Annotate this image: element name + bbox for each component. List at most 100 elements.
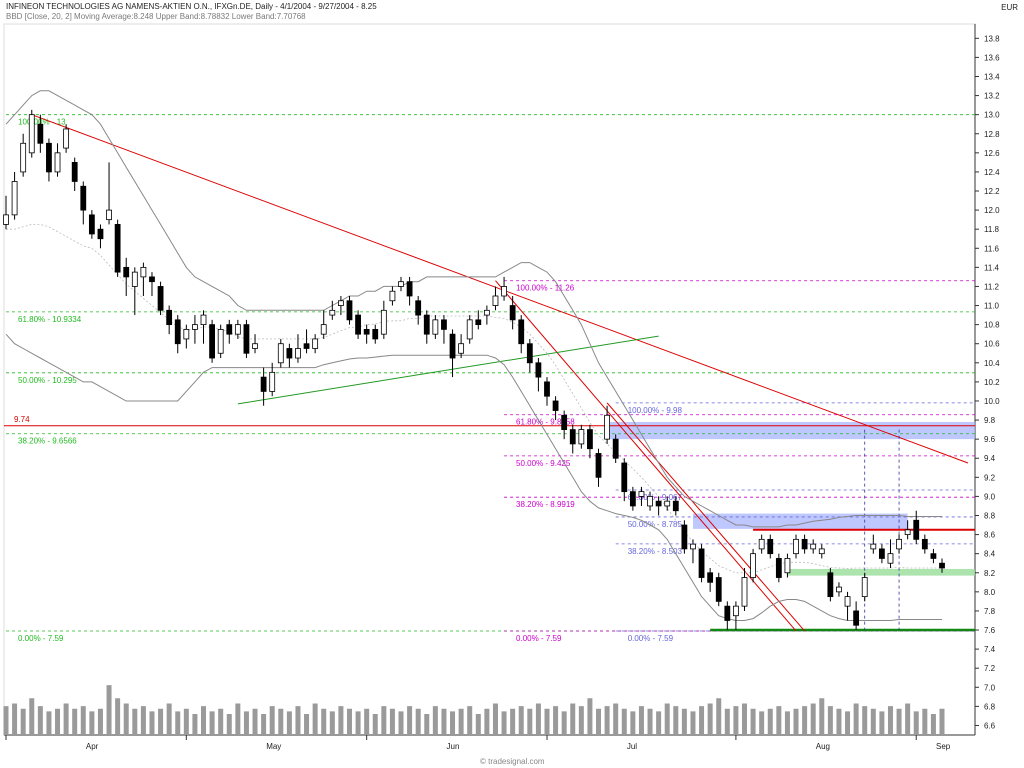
candle-body bbox=[801, 538, 808, 550]
candle bbox=[140, 262, 147, 296]
candle-body bbox=[750, 553, 756, 578]
y-tick-label: 10.8 bbox=[984, 321, 1000, 330]
candle-body bbox=[380, 309, 387, 335]
volume-bar bbox=[621, 708, 627, 735]
candle bbox=[183, 324, 190, 349]
candle bbox=[501, 276, 507, 301]
volume-bar bbox=[149, 711, 155, 735]
candle bbox=[939, 558, 945, 573]
volume-bar bbox=[836, 708, 842, 735]
candle-body bbox=[509, 305, 516, 321]
y-tick-label: 12.2 bbox=[984, 187, 1000, 196]
volume-bar bbox=[89, 711, 95, 735]
candle bbox=[449, 329, 456, 378]
candle bbox=[200, 310, 207, 344]
volume-bar bbox=[630, 711, 636, 735]
candle bbox=[28, 109, 35, 158]
candle bbox=[192, 315, 198, 344]
volume-bar bbox=[604, 706, 610, 735]
candle bbox=[46, 138, 52, 182]
volume-bar bbox=[55, 708, 61, 735]
candle-body bbox=[234, 324, 241, 335]
volume-bar bbox=[793, 708, 799, 735]
candle bbox=[243, 319, 250, 359]
y-tick-label: 13.8 bbox=[984, 34, 1000, 43]
candle bbox=[904, 520, 911, 540]
currency-label: EUR bbox=[1001, 3, 1018, 12]
y-tick-label: 10.6 bbox=[984, 340, 1000, 349]
candle-body bbox=[277, 343, 284, 364]
volume-bar bbox=[673, 706, 679, 735]
candle-body bbox=[312, 338, 319, 349]
candle-body bbox=[595, 453, 602, 478]
candle bbox=[878, 544, 885, 564]
candle bbox=[355, 310, 361, 339]
volume-bar bbox=[295, 706, 301, 735]
volume-bar bbox=[201, 706, 207, 735]
candle bbox=[63, 124, 70, 153]
y-tick-label: 10.0 bbox=[984, 397, 1000, 406]
candle bbox=[672, 496, 679, 516]
candle-body bbox=[724, 605, 731, 621]
candle-body bbox=[698, 548, 705, 578]
candle-body bbox=[372, 328, 379, 340]
volume-bar bbox=[638, 706, 644, 735]
volume-bar bbox=[578, 706, 584, 735]
candle-body bbox=[20, 142, 27, 173]
y-tick-label: 13.2 bbox=[984, 92, 1000, 101]
fib-level-label: 100.00% - 9.98 bbox=[628, 406, 683, 415]
candle bbox=[569, 424, 576, 454]
y-tick-label: 13.0 bbox=[984, 111, 1000, 120]
volume-bar bbox=[518, 706, 524, 735]
volume-bar bbox=[587, 698, 593, 735]
candle-body bbox=[836, 586, 842, 593]
candle-body bbox=[37, 123, 44, 144]
candle bbox=[587, 424, 593, 459]
candle bbox=[174, 315, 181, 354]
volume-bar bbox=[664, 703, 670, 735]
candle-body bbox=[363, 328, 370, 335]
volume-bar bbox=[364, 708, 370, 735]
candle bbox=[801, 534, 808, 554]
volume-bar bbox=[29, 698, 35, 735]
candle bbox=[896, 534, 902, 554]
candle-body bbox=[131, 271, 138, 287]
candle bbox=[252, 334, 258, 354]
volume-bar bbox=[707, 703, 713, 735]
volume-bar bbox=[510, 708, 516, 735]
y-tick-label: 10.2 bbox=[984, 378, 1000, 387]
fib-level-label: 38.20% - 9.6566 bbox=[18, 437, 77, 446]
support-zone bbox=[787, 568, 975, 576]
volume-bar bbox=[613, 703, 619, 735]
candle-body bbox=[621, 462, 628, 493]
fib-level-label: 38.20% - 8.9919 bbox=[516, 500, 575, 509]
candle bbox=[131, 267, 138, 316]
candle-body bbox=[647, 496, 653, 507]
candle-body bbox=[303, 343, 310, 349]
volume-bar bbox=[553, 706, 559, 735]
volume-bar bbox=[80, 706, 86, 735]
volume-bar bbox=[381, 706, 387, 735]
candle-body bbox=[71, 161, 78, 182]
y-tick-label: 7.8 bbox=[984, 607, 996, 616]
candle-body bbox=[106, 209, 112, 221]
volume-bar bbox=[570, 703, 576, 735]
candle-body bbox=[475, 319, 482, 326]
volume-bar bbox=[407, 706, 413, 735]
candle bbox=[767, 534, 774, 559]
y-tick-label: 8.8 bbox=[984, 511, 996, 520]
candle bbox=[526, 338, 533, 373]
candle-body bbox=[587, 429, 593, 450]
volume-bar bbox=[37, 706, 43, 735]
candle bbox=[406, 276, 413, 306]
candle-body bbox=[123, 266, 130, 278]
candle-body bbox=[939, 562, 945, 569]
fib-level-label: 100.00% - 13 bbox=[18, 118, 66, 127]
volume-bar bbox=[467, 706, 473, 735]
candle-body bbox=[896, 538, 902, 550]
volume-bar bbox=[398, 711, 404, 735]
y-tick-label: 11.8 bbox=[984, 225, 1000, 234]
y-tick-label: 7.4 bbox=[984, 645, 996, 654]
volume-bar bbox=[561, 711, 567, 735]
